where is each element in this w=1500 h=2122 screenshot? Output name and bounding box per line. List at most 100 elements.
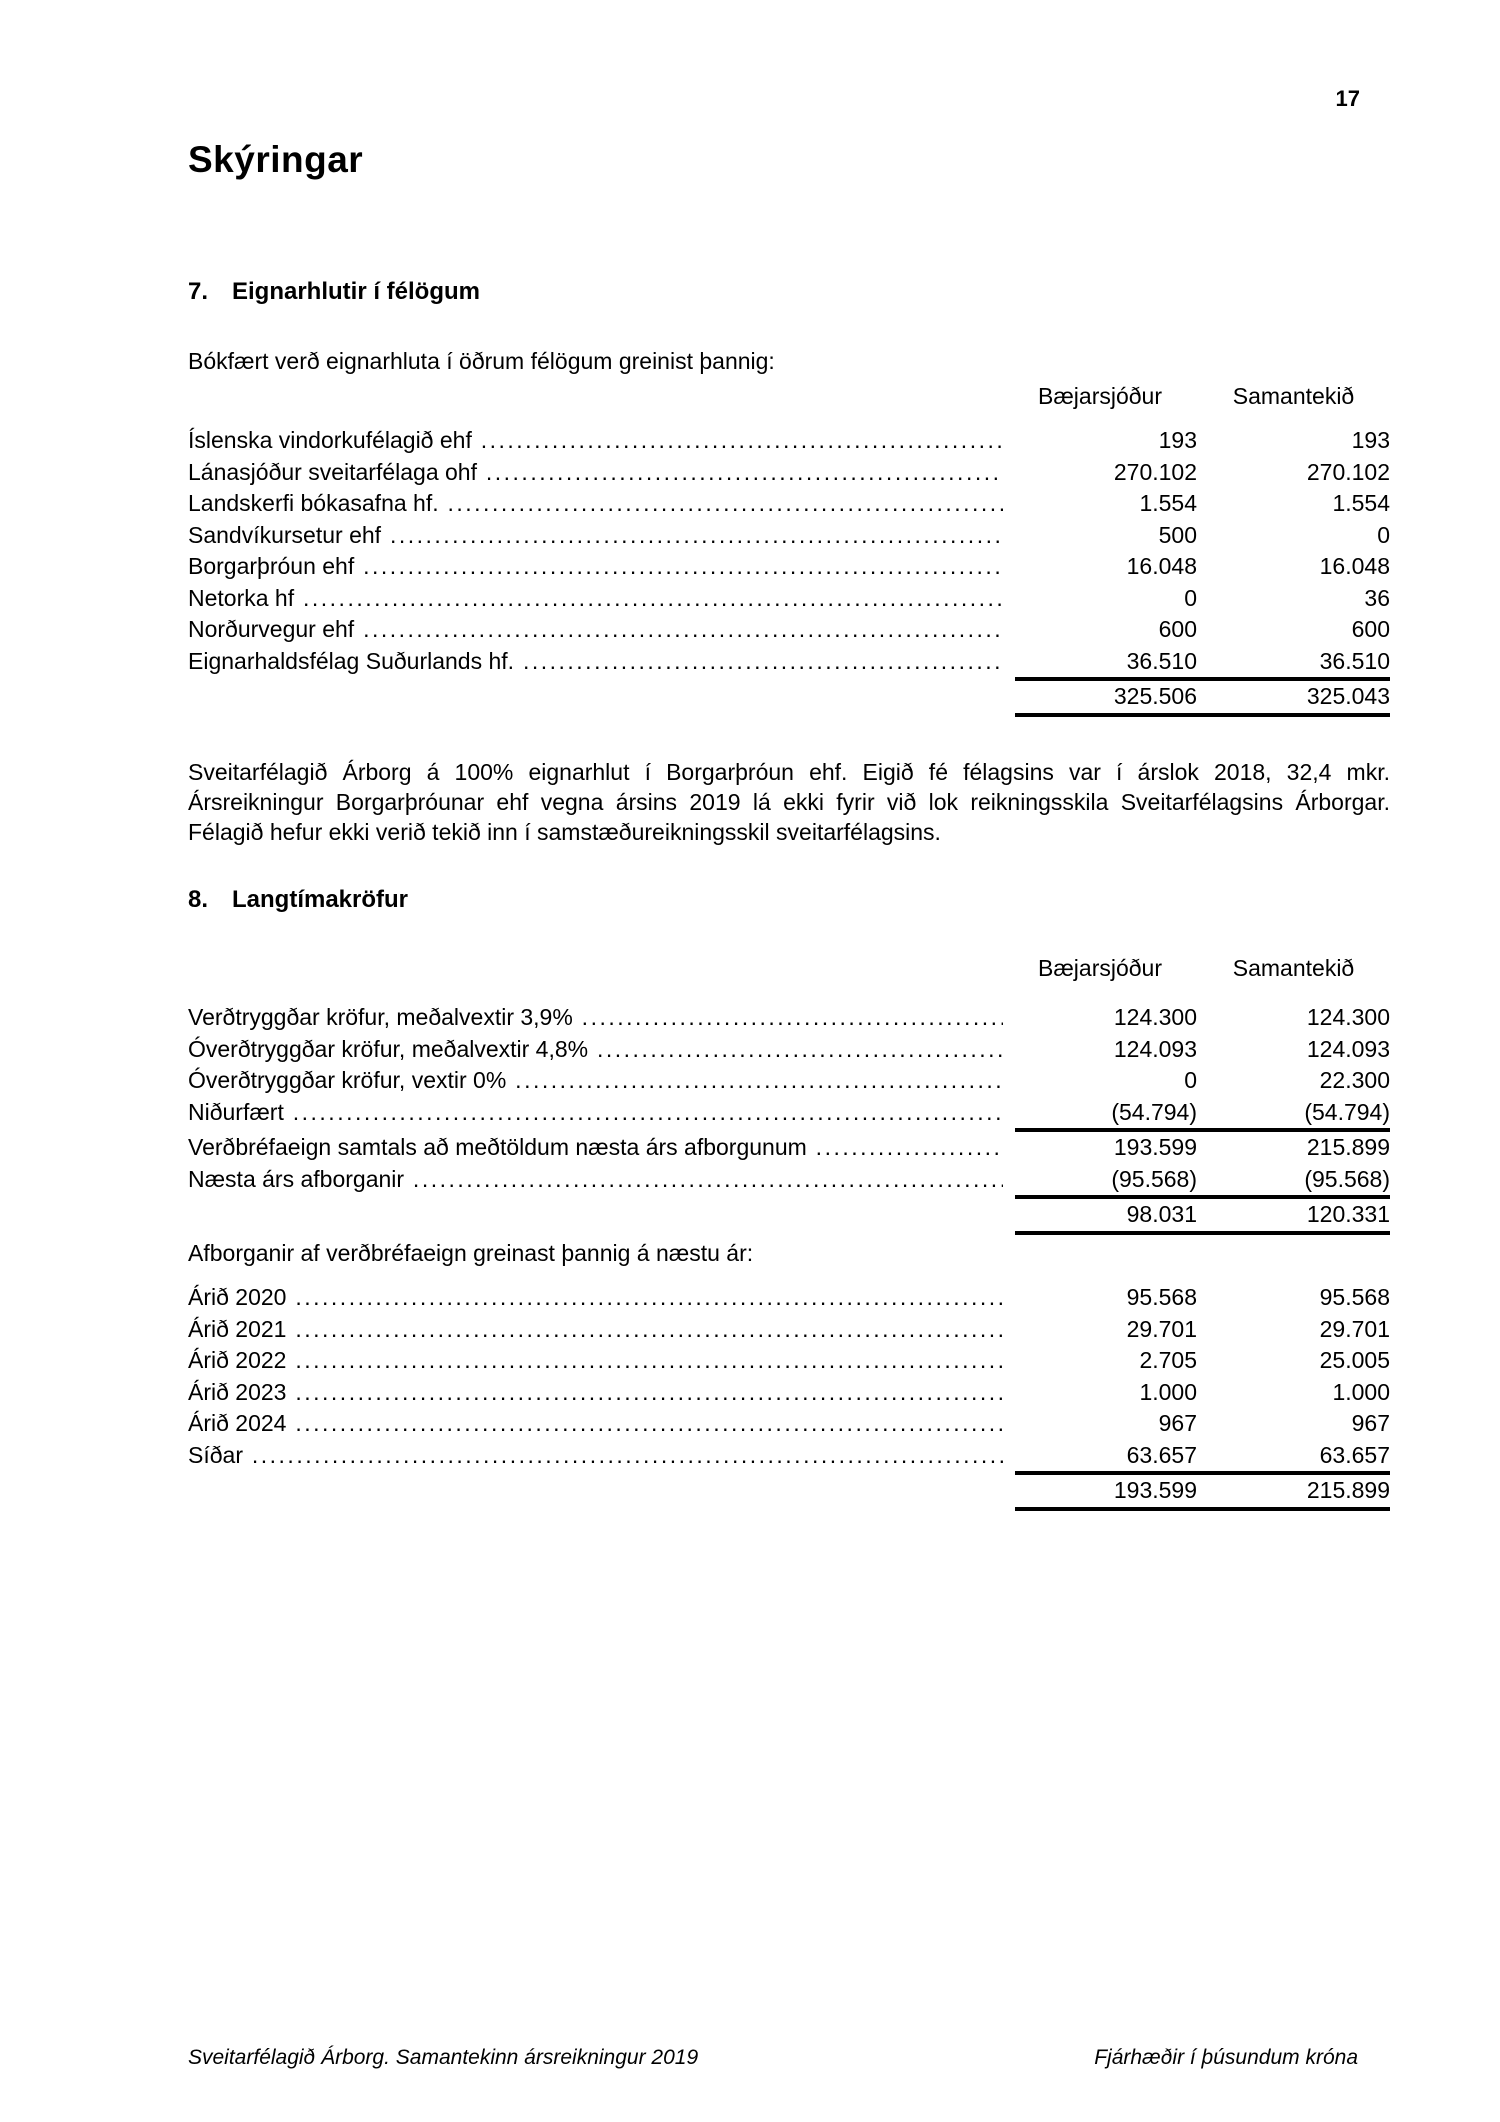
- total-baejarsjodur: 193.599: [1113, 1477, 1197, 1503]
- value-samantekid: 36.510: [1319, 647, 1390, 674]
- value-baejarsjodur: 63.657: [1126, 1441, 1197, 1468]
- value-samantekid: 1.554: [1332, 490, 1390, 516]
- table-row: Árið 2023 1.000 1.000: [188, 1377, 1390, 1409]
- section8-heading-number: 8.: [188, 886, 209, 913]
- row-label: Árið 2020: [188, 1282, 1003, 1314]
- table-row: Netorka hf 0 36: [188, 583, 1390, 615]
- value-baejarsjodur: 500: [1158, 521, 1197, 548]
- table-row: Sandvíkursetur ehf 500 0: [188, 520, 1390, 552]
- table-row: Íslenska vindorkufélagið ehf 193 193: [188, 425, 1390, 457]
- sum-rule: [1015, 1471, 1390, 1475]
- note-line: Sveitarfélagið Árborg á 100% eignarhlut …: [188, 759, 1390, 785]
- row-label: Árið 2021: [188, 1314, 1003, 1346]
- value-baejarsjodur: 29.701: [1126, 1315, 1197, 1342]
- row-label: Lánasjóður sveitarfélaga ohf: [188, 457, 1003, 489]
- page-footer: Sveitarfélagið Árborg. Samantekinn ársre…: [188, 2046, 1358, 2070]
- row-label: Verðbréfaeign samtals að meðtöldum næsta…: [188, 1132, 1003, 1164]
- value-samantekid: 1.000: [1332, 1378, 1390, 1405]
- column-header-samantekid: Samantekið: [1232, 955, 1355, 981]
- total-samantekid: 215.899: [1306, 1477, 1390, 1503]
- page-number: 17: [1335, 86, 1360, 111]
- section8-heading-text: Langtímakröfur: [232, 886, 409, 913]
- column-header-baejarsjodur: Bæjarsjóður: [1038, 383, 1162, 409]
- total-row: 325.506 325.043: [188, 681, 1390, 713]
- row-label: Niðurfært: [188, 1097, 1003, 1129]
- row-label: Árið 2023: [188, 1377, 1003, 1409]
- total-baejarsjodur: 325.506: [1113, 683, 1197, 709]
- value-baejarsjodur: 95.568: [1126, 1284, 1197, 1310]
- row-label: Norðurvegur ehf: [188, 614, 1003, 646]
- value-baejarsjodur: (95.568): [1111, 1165, 1197, 1192]
- value-samantekid: 25.005: [1319, 1347, 1390, 1373]
- table-row: Árið 2024 967 967: [188, 1408, 1390, 1440]
- value-baejarsjodur: 600: [1158, 616, 1197, 642]
- total-baejarsjodur: 98.031: [1126, 1201, 1197, 1227]
- section8-heading: 8. Langtímakröfur: [188, 886, 408, 914]
- value-samantekid: 124.300: [1306, 1004, 1390, 1030]
- value-baejarsjodur: 193: [1158, 427, 1197, 453]
- row-label: Sandvíkursetur ehf: [188, 520, 1003, 552]
- value-baejarsjodur: 2.705: [1139, 1347, 1197, 1373]
- table-row: Næsta árs afborganir (95.568) (95.568): [188, 1164, 1390, 1196]
- value-baejarsjodur: 1.000: [1139, 1378, 1197, 1405]
- value-baejarsjodur: 124.300: [1113, 1004, 1197, 1030]
- table-header-row: Bæjarsjóður Samantekið: [188, 953, 1390, 985]
- table-row: Eignarhaldsfélag Suðurlands hf. 36.510 3…: [188, 646, 1390, 678]
- value-samantekid: 270.102: [1306, 458, 1390, 485]
- table-row: Verðbréfaeign samtals að meðtöldum næsta…: [188, 1132, 1390, 1164]
- row-label: Eignarhaldsfélag Suðurlands hf.: [188, 646, 1003, 678]
- note-line: Félagið hefur ekki verið tekið inn í sam…: [188, 819, 941, 845]
- value-baejarsjodur: (54.794): [1111, 1098, 1197, 1125]
- column-header-baejarsjodur: Bæjarsjóður: [1038, 955, 1162, 981]
- footer-right: Fjárhæðir í þúsundum króna: [1094, 2046, 1358, 2069]
- section7-note: Sveitarfélagið Árborg á 100% eignarhlut …: [188, 757, 1390, 847]
- value-baejarsjodur: 36.510: [1126, 647, 1197, 674]
- table-row: Árið 2021 29.701 29.701: [188, 1314, 1390, 1346]
- value-baejarsjodur: 270.102: [1113, 458, 1197, 485]
- column-header-samantekid: Samantekið: [1232, 383, 1355, 409]
- value-samantekid: 95.568: [1319, 1284, 1390, 1310]
- row-label: Árið 2024: [188, 1408, 1003, 1440]
- value-baejarsjodur: 967: [1158, 1410, 1197, 1436]
- table-row: Niðurfært (54.794) (54.794): [188, 1097, 1390, 1129]
- table-row: Óverðtryggðar kröfur, vextir 0% 0 22.300: [188, 1065, 1390, 1097]
- section7-heading-number: 7.: [188, 278, 209, 305]
- value-samantekid: (95.568): [1304, 1165, 1390, 1192]
- table-row: Síðar 63.657 63.657: [188, 1440, 1390, 1472]
- footer-left: Sveitarfélagið Árborg. Samantekinn ársre…: [188, 2046, 699, 2069]
- sum-rule: [1015, 1195, 1390, 1199]
- table-row: Árið 2020 95.568 95.568: [188, 1282, 1390, 1314]
- value-samantekid: 16.048: [1319, 553, 1390, 579]
- value-samantekid: 193: [1351, 427, 1390, 453]
- value-samantekid: 124.093: [1306, 1035, 1390, 1062]
- value-baejarsjodur: 1.554: [1139, 490, 1197, 516]
- row-label: Landskerfi bókasafna hf.: [188, 488, 1003, 520]
- schedule-intro: Afborganir af verðbréfaeign greinast þan…: [188, 1240, 754, 1266]
- table-row: Lánasjóður sveitarfélaga ohf 270.102 270…: [188, 457, 1390, 489]
- value-samantekid: 22.300: [1319, 1067, 1390, 1093]
- value-samantekid: 215.899: [1306, 1134, 1390, 1160]
- row-label: Óverðtryggðar kröfur, meðalvextir 4,8%: [188, 1034, 1003, 1066]
- ownership-table: Íslenska vindorkufélagið ehf 193 193 Lán…: [188, 425, 1390, 717]
- table-row: Borgarþróun ehf 16.048 16.048: [188, 551, 1390, 583]
- table-row: Árið 2022 2.705 25.005: [188, 1345, 1390, 1377]
- section7-heading-text: Eignarhlutir í félögum: [232, 278, 481, 305]
- section7-column-headers: Bæjarsjóður Samantekið: [188, 381, 1390, 413]
- row-label: Árið 2022: [188, 1345, 1003, 1377]
- row-label: Borgarþróun ehf: [188, 551, 1003, 583]
- document-title: Skýringar: [188, 139, 364, 180]
- total-samantekid: 120.331: [1306, 1201, 1390, 1227]
- value-baejarsjodur: 0: [1184, 584, 1197, 611]
- section8-column-headers: Bæjarsjóður Samantekið: [188, 953, 1390, 985]
- longterm-claims-table: Verðtryggðar kröfur, meðalvextir 3,9% 12…: [188, 1002, 1390, 1235]
- row-label: Íslenska vindorkufélagið ehf: [188, 425, 1003, 457]
- value-baejarsjodur: 193.599: [1113, 1134, 1197, 1160]
- table-row: Norðurvegur ehf 600 600: [188, 614, 1390, 646]
- sum-rule: [1015, 1506, 1390, 1511]
- value-samantekid: 600: [1351, 616, 1390, 642]
- value-samantekid: 0: [1377, 521, 1390, 548]
- value-samantekid: 36: [1364, 584, 1390, 611]
- total-row: 193.599 215.899: [188, 1475, 1390, 1507]
- value-baejarsjodur: 124.093: [1113, 1035, 1197, 1062]
